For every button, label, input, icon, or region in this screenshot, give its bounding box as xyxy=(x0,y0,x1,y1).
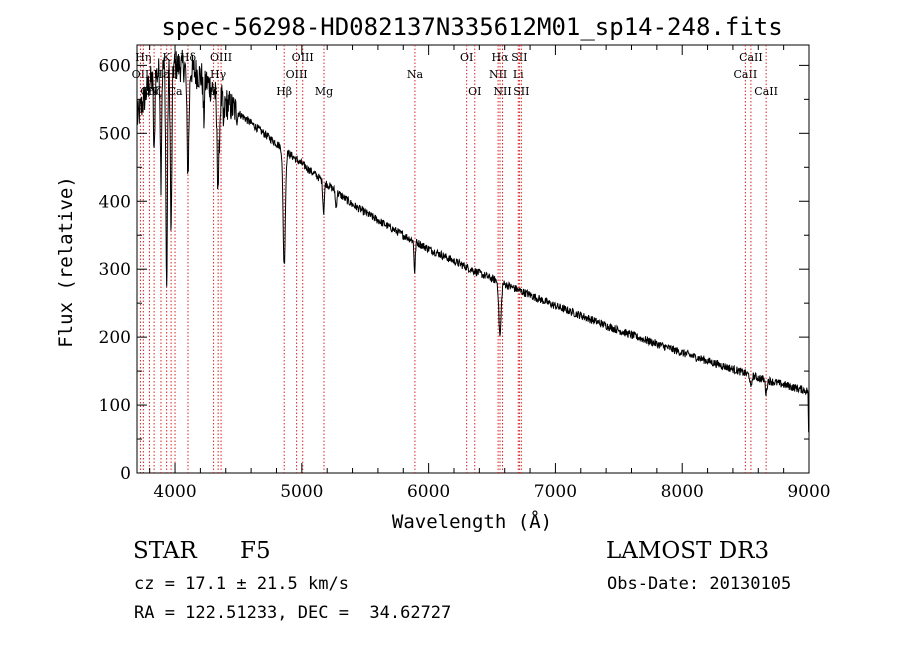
redshift-label: cz = 17.1 ± 21.5 km/s xyxy=(134,574,349,594)
line-marker-label: Hζ xyxy=(146,85,162,98)
survey-label: LAMOST DR3 xyxy=(606,538,770,564)
spectrum-line xyxy=(136,49,810,433)
line-marker-label: Li xyxy=(513,68,524,81)
line-marker-label: SII xyxy=(513,85,529,98)
line-marker-label: OIII xyxy=(210,51,232,64)
line-marker-label: SII xyxy=(511,51,527,64)
y-tick-label: 400 xyxy=(99,192,131,212)
line-marker-label: OI xyxy=(468,85,481,98)
line-marker-label: K xyxy=(163,51,172,64)
subclass-label: F5 xyxy=(240,538,271,564)
line-marker-label: Ca xyxy=(168,85,183,98)
x-tick-label: 6000 xyxy=(407,482,450,502)
line-marker-label: CaII xyxy=(739,51,763,64)
line-marker-label: OIII xyxy=(292,51,314,64)
line-marker-label: Hα xyxy=(491,51,509,64)
line-marker-label: CaII xyxy=(734,68,758,81)
line-marker-label: OI xyxy=(460,51,473,64)
y-tick-label: 200 xyxy=(99,328,131,348)
line-marker-label: OII xyxy=(132,68,150,81)
y-tick-label: 500 xyxy=(99,124,131,144)
line-marker-label: H xyxy=(166,68,176,81)
y-axis-label: Flux (relative) xyxy=(55,176,77,348)
obs-date-label: Obs-Date: 20130105 xyxy=(607,574,792,594)
line-marker-label: NII xyxy=(493,85,511,98)
y-tick-label: 100 xyxy=(99,396,131,416)
x-tick-label: 5000 xyxy=(280,482,323,502)
line-marker-label: Hβ xyxy=(276,85,292,98)
chart-title: spec-56298-HD082137N335612M01_sp14-248.f… xyxy=(161,13,782,41)
x-axis-label: Wavelength (Å) xyxy=(392,510,552,533)
line-marker-label: Hη xyxy=(135,51,151,64)
y-tick-label: 0 xyxy=(120,464,131,484)
x-tick-label: 4000 xyxy=(153,482,196,502)
line-marker-label: CaII xyxy=(754,85,778,98)
class-label: STAR xyxy=(133,538,197,564)
line-marker-label: Mg xyxy=(315,85,333,98)
x-tick-label: 9000 xyxy=(787,482,830,502)
line-marker-label: OIII xyxy=(286,68,308,81)
y-tick-label: 300 xyxy=(99,260,131,280)
line-marker-label: Na xyxy=(407,68,424,81)
y-tick-label: 600 xyxy=(99,56,131,76)
coordinates-label: RA = 122.51233, DEC = 34.62727 xyxy=(134,603,452,623)
axes: 4000 5000 6000 7000 8000 9000 0 100 200 300 400 500… xyxy=(99,45,831,502)
x-tick-label: 7000 xyxy=(534,482,577,502)
plot-frame xyxy=(136,44,810,474)
x-tick-label: 8000 xyxy=(661,482,704,502)
line-marker-label: NII xyxy=(489,68,507,81)
line-marker-label: Hγ xyxy=(210,68,227,81)
